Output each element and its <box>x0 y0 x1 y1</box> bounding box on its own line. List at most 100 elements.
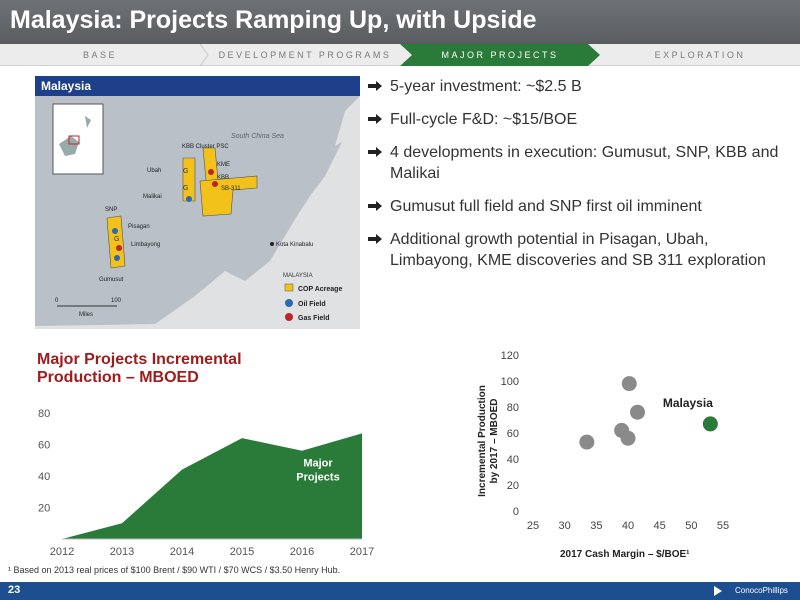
scatter-point <box>630 404 645 420</box>
bullet-text: Gumusut full field and SNP first oil imm… <box>390 198 702 215</box>
title-bar: Malaysia: Projects Ramping Up, with Upsi… <box>0 0 800 44</box>
area-chart-title-line2: Production – MBOED <box>37 369 199 386</box>
scatter-chart: 0 20 40 60 80 100 120 25 30 35 40 45 50 55 Malaysia 201… <box>477 350 729 560</box>
company-logo: ConocoPhillips <box>735 586 788 595</box>
y-axis-title-line1: Incremental Production <box>477 385 488 497</box>
scatter-point <box>621 376 637 392</box>
bullet-text: Additional growth potential in Pisagan, … <box>390 231 766 269</box>
g-marker-ubah: G <box>183 168 188 175</box>
tab-exploration[interactable]: EXPLORATION <box>654 50 746 60</box>
sb311-block <box>199 175 258 217</box>
section-tab-bar: BASE DEVELOPMENT PROGRAMS MAJOR PROJECTS… <box>0 44 800 66</box>
x-axis-title: 2017 Cash Margin – $/BOE¹ <box>560 549 690 560</box>
key-points-list: 5-year investment: ~$2.5 B Full-cycle F&… <box>368 76 788 283</box>
scale-unit: Miles <box>79 312 93 318</box>
y-tick-label: 20 <box>507 480 519 492</box>
bullet-text: 5-year investment: ~$2.5 B <box>390 78 582 95</box>
x-tick-label: 30 <box>559 520 571 532</box>
snp-block <box>106 215 126 269</box>
x-tick-label: 45 <box>654 520 666 532</box>
city-marker-icon <box>270 242 274 246</box>
page-number: 23 <box>8 584 21 596</box>
oil-field-malikai <box>186 196 192 202</box>
label-kota: Kota Kinabalu <box>276 242 313 248</box>
scatter-point <box>620 430 636 446</box>
label-limbayong: Limbayong <box>131 242 160 248</box>
x-tick-label: 55 <box>717 520 729 532</box>
legend-oil-swatch <box>285 299 293 307</box>
map-header: Malaysia <box>35 76 360 96</box>
y-tick-label: 20 <box>38 502 50 514</box>
x-tick-label: 2012 <box>50 546 74 558</box>
label-kme: KME <box>217 162 230 168</box>
malaysia-map: Malaysia South China Sea G G KBB Cluster… <box>35 76 360 329</box>
gas-field-kme <box>208 169 214 175</box>
x-tick-label: 40 <box>622 520 634 532</box>
bullet-item: 5-year investment: ~$2.5 B <box>368 76 788 97</box>
ubah-block <box>182 157 196 202</box>
oil-field-pisagan <box>112 228 118 234</box>
label-snp: SNP <box>105 207 117 213</box>
x-tick-label: 2013 <box>110 546 134 558</box>
tab-major-projects[interactable]: MAJOR PROJECTS <box>400 44 600 66</box>
legend-acreage-swatch <box>284 283 294 292</box>
logo-mark-icon <box>714 586 722 596</box>
y-tick-label: 40 <box>38 471 50 483</box>
label-pisagan: Pisagan <box>128 224 150 230</box>
x-tick-label: 2016 <box>290 546 314 558</box>
map-graphic: South China Sea G G KBB Cluster PSC Ubah… <box>35 96 360 329</box>
g-marker-snp: G <box>114 236 119 243</box>
tab-development-programs[interactable]: DEVELOPMENT PROGRAMS <box>218 50 392 60</box>
bullet-text: Full-cycle F&D: ~$15/BOE <box>390 111 578 128</box>
scale-hundred: 100 <box>111 298 122 304</box>
series-label-line1: Major <box>303 457 333 469</box>
y-tick-label: 0 <box>513 506 519 518</box>
area-chart: 20 40 60 80 2012 2013 2014 2015 2016 2017 Major Pro… <box>38 408 374 558</box>
y-tick-label: 60 <box>38 439 50 451</box>
label-gumusut: Gumusut <box>99 277 124 283</box>
label-ubah: Ubah <box>147 168 161 174</box>
arrow-bullet-icon <box>368 147 382 157</box>
scatter-annotation-malaysia: Malaysia <box>663 396 713 410</box>
area-series-major-projects <box>62 433 362 539</box>
arrow-bullet-icon <box>368 114 382 124</box>
y-axis-title-line2: by 2017 – MBOED <box>489 398 500 483</box>
tab-base[interactable]: BASE <box>82 50 117 60</box>
g-marker-malikai: G <box>183 185 188 192</box>
legend-acreage-label: COP Acreage <box>298 286 342 293</box>
bullet-item: 4 developments in execution: Gumusut, SN… <box>368 142 788 184</box>
page-title: Malaysia: Projects Ramping Up, with Upsi… <box>10 6 537 34</box>
chevron-separator-icon <box>199 44 209 66</box>
bullet-item: Gumusut full field and SNP first oil imm… <box>368 196 788 217</box>
inset-borneo <box>59 136 79 156</box>
label-kbb: KBB <box>217 175 229 181</box>
y-tick-label: 120 <box>501 350 519 362</box>
y-tick-label: 80 <box>507 402 519 414</box>
legend-gas-label: Gas Field <box>298 315 330 322</box>
x-tick-label: 2014 <box>170 546 194 558</box>
gas-field-limbayong <box>116 245 122 251</box>
bullet-item: Full-cycle F&D: ~$15/BOE <box>368 109 788 130</box>
footer-bar: 23 ConocoPhillips <box>0 582 800 600</box>
legend-gas-swatch <box>285 313 293 321</box>
y-tick-label: 100 <box>501 376 519 388</box>
oil-field-gumusut <box>114 255 120 261</box>
map-header-label: Malaysia <box>41 79 92 93</box>
arrow-bullet-icon <box>368 201 382 211</box>
legend-oil-label: Oil Field <box>298 301 326 308</box>
y-tick-label: 40 <box>507 454 519 466</box>
y-tick-label: 60 <box>507 428 519 440</box>
y-tick-label: 80 <box>38 408 50 420</box>
label-malikai: Malikai <box>143 194 162 200</box>
scatter-point <box>579 434 595 450</box>
x-tick-label: 35 <box>590 520 602 532</box>
bullet-text: 4 developments in execution: Gumusut, SN… <box>390 144 779 182</box>
legend-title: MALAYSIA <box>283 273 313 279</box>
scatter-point-malaysia <box>702 416 718 432</box>
footnote: ¹ Based on 2013 real prices of $100 Bren… <box>8 565 341 575</box>
land-ne <box>335 96 360 146</box>
bullet-item: Additional growth potential in Pisagan, … <box>368 229 788 271</box>
area-chart-title: Major Projects Incremental Production – … <box>37 351 242 387</box>
arrow-bullet-icon <box>368 234 382 244</box>
scale-zero: 0 <box>55 298 59 304</box>
